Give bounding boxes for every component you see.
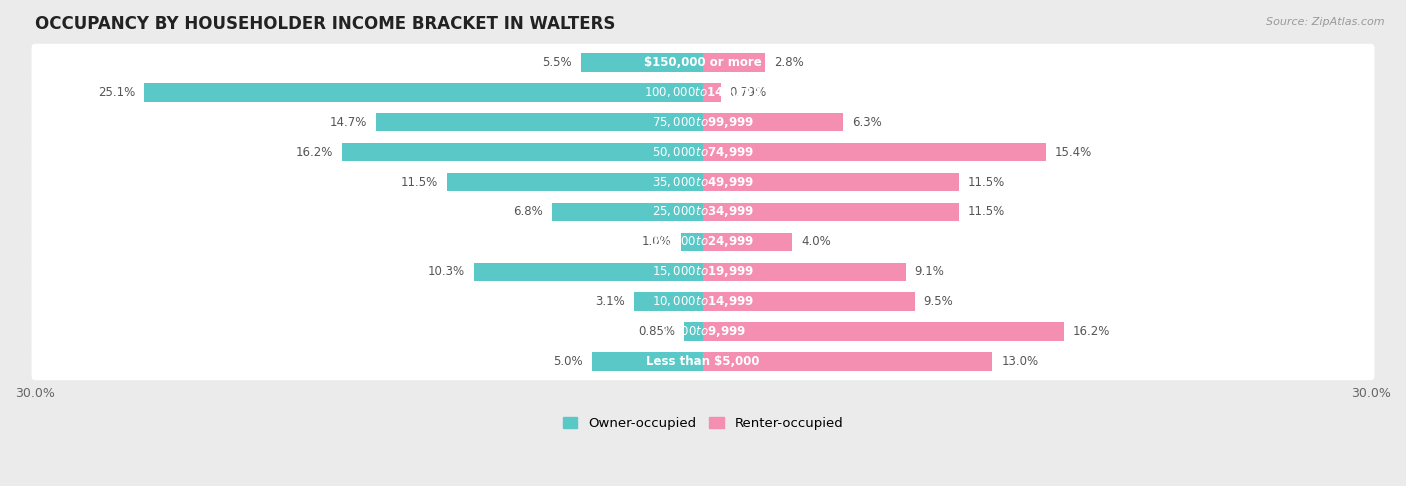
- Bar: [703, 352, 993, 371]
- Text: 11.5%: 11.5%: [967, 206, 1005, 219]
- Bar: [703, 203, 959, 221]
- Text: 6.3%: 6.3%: [852, 116, 882, 129]
- Text: $15,000 to $19,999: $15,000 to $19,999: [652, 264, 754, 279]
- Bar: [592, 352, 703, 371]
- Text: 0.79%: 0.79%: [730, 86, 766, 99]
- Text: 16.2%: 16.2%: [1073, 325, 1109, 338]
- FancyBboxPatch shape: [31, 343, 1375, 380]
- Bar: [551, 203, 703, 221]
- Text: 6.8%: 6.8%: [513, 206, 543, 219]
- Text: 4.0%: 4.0%: [801, 235, 831, 248]
- Text: 0.85%: 0.85%: [638, 325, 675, 338]
- Text: 9.1%: 9.1%: [914, 265, 945, 278]
- Bar: [703, 322, 1064, 341]
- Text: 10.3%: 10.3%: [427, 265, 465, 278]
- Bar: [634, 293, 703, 311]
- Text: $10,000 to $14,999: $10,000 to $14,999: [652, 294, 754, 309]
- Text: Source: ZipAtlas.com: Source: ZipAtlas.com: [1267, 17, 1385, 27]
- Text: 1.0%: 1.0%: [643, 235, 672, 248]
- Bar: [703, 53, 765, 71]
- Text: 5.0%: 5.0%: [553, 355, 582, 368]
- FancyBboxPatch shape: [31, 283, 1375, 320]
- Bar: [474, 262, 703, 281]
- FancyBboxPatch shape: [31, 74, 1375, 111]
- FancyBboxPatch shape: [31, 163, 1375, 201]
- Bar: [681, 233, 703, 251]
- Bar: [143, 83, 703, 102]
- Text: 14.7%: 14.7%: [329, 116, 367, 129]
- Text: 16.2%: 16.2%: [297, 146, 333, 158]
- FancyBboxPatch shape: [31, 253, 1375, 291]
- Bar: [342, 143, 703, 161]
- Bar: [685, 322, 703, 341]
- Text: 25.1%: 25.1%: [98, 86, 135, 99]
- FancyBboxPatch shape: [31, 193, 1375, 230]
- Bar: [703, 173, 959, 191]
- Text: $75,000 to $99,999: $75,000 to $99,999: [652, 115, 754, 130]
- Text: 2.8%: 2.8%: [775, 56, 804, 69]
- Text: $35,000 to $49,999: $35,000 to $49,999: [652, 174, 754, 190]
- Bar: [447, 173, 703, 191]
- Bar: [581, 53, 703, 71]
- Text: 9.5%: 9.5%: [924, 295, 953, 308]
- Text: $150,000 or more: $150,000 or more: [644, 56, 762, 69]
- FancyBboxPatch shape: [31, 134, 1375, 171]
- Text: $50,000 to $74,999: $50,000 to $74,999: [652, 145, 754, 159]
- Text: $20,000 to $24,999: $20,000 to $24,999: [652, 234, 754, 249]
- Text: $25,000 to $34,999: $25,000 to $34,999: [652, 205, 754, 220]
- Bar: [703, 262, 905, 281]
- Bar: [703, 293, 914, 311]
- Text: $5,000 to $9,999: $5,000 to $9,999: [659, 324, 747, 339]
- Text: 3.1%: 3.1%: [595, 295, 626, 308]
- Text: $100,000 to $149,999: $100,000 to $149,999: [644, 85, 762, 100]
- Bar: [703, 233, 792, 251]
- Text: 15.4%: 15.4%: [1054, 146, 1092, 158]
- Bar: [375, 113, 703, 132]
- FancyBboxPatch shape: [31, 44, 1375, 81]
- Text: 5.5%: 5.5%: [541, 56, 572, 69]
- FancyBboxPatch shape: [31, 104, 1375, 141]
- FancyBboxPatch shape: [31, 313, 1375, 350]
- Bar: [703, 113, 844, 132]
- Legend: Owner-occupied, Renter-occupied: Owner-occupied, Renter-occupied: [558, 412, 848, 435]
- Text: 11.5%: 11.5%: [967, 175, 1005, 189]
- Bar: [703, 83, 721, 102]
- Text: 13.0%: 13.0%: [1001, 355, 1039, 368]
- Bar: [703, 143, 1046, 161]
- Text: OCCUPANCY BY HOUSEHOLDER INCOME BRACKET IN WALTERS: OCCUPANCY BY HOUSEHOLDER INCOME BRACKET …: [35, 15, 616, 33]
- Text: Less than $5,000: Less than $5,000: [647, 355, 759, 368]
- FancyBboxPatch shape: [31, 224, 1375, 260]
- Text: 11.5%: 11.5%: [401, 175, 439, 189]
